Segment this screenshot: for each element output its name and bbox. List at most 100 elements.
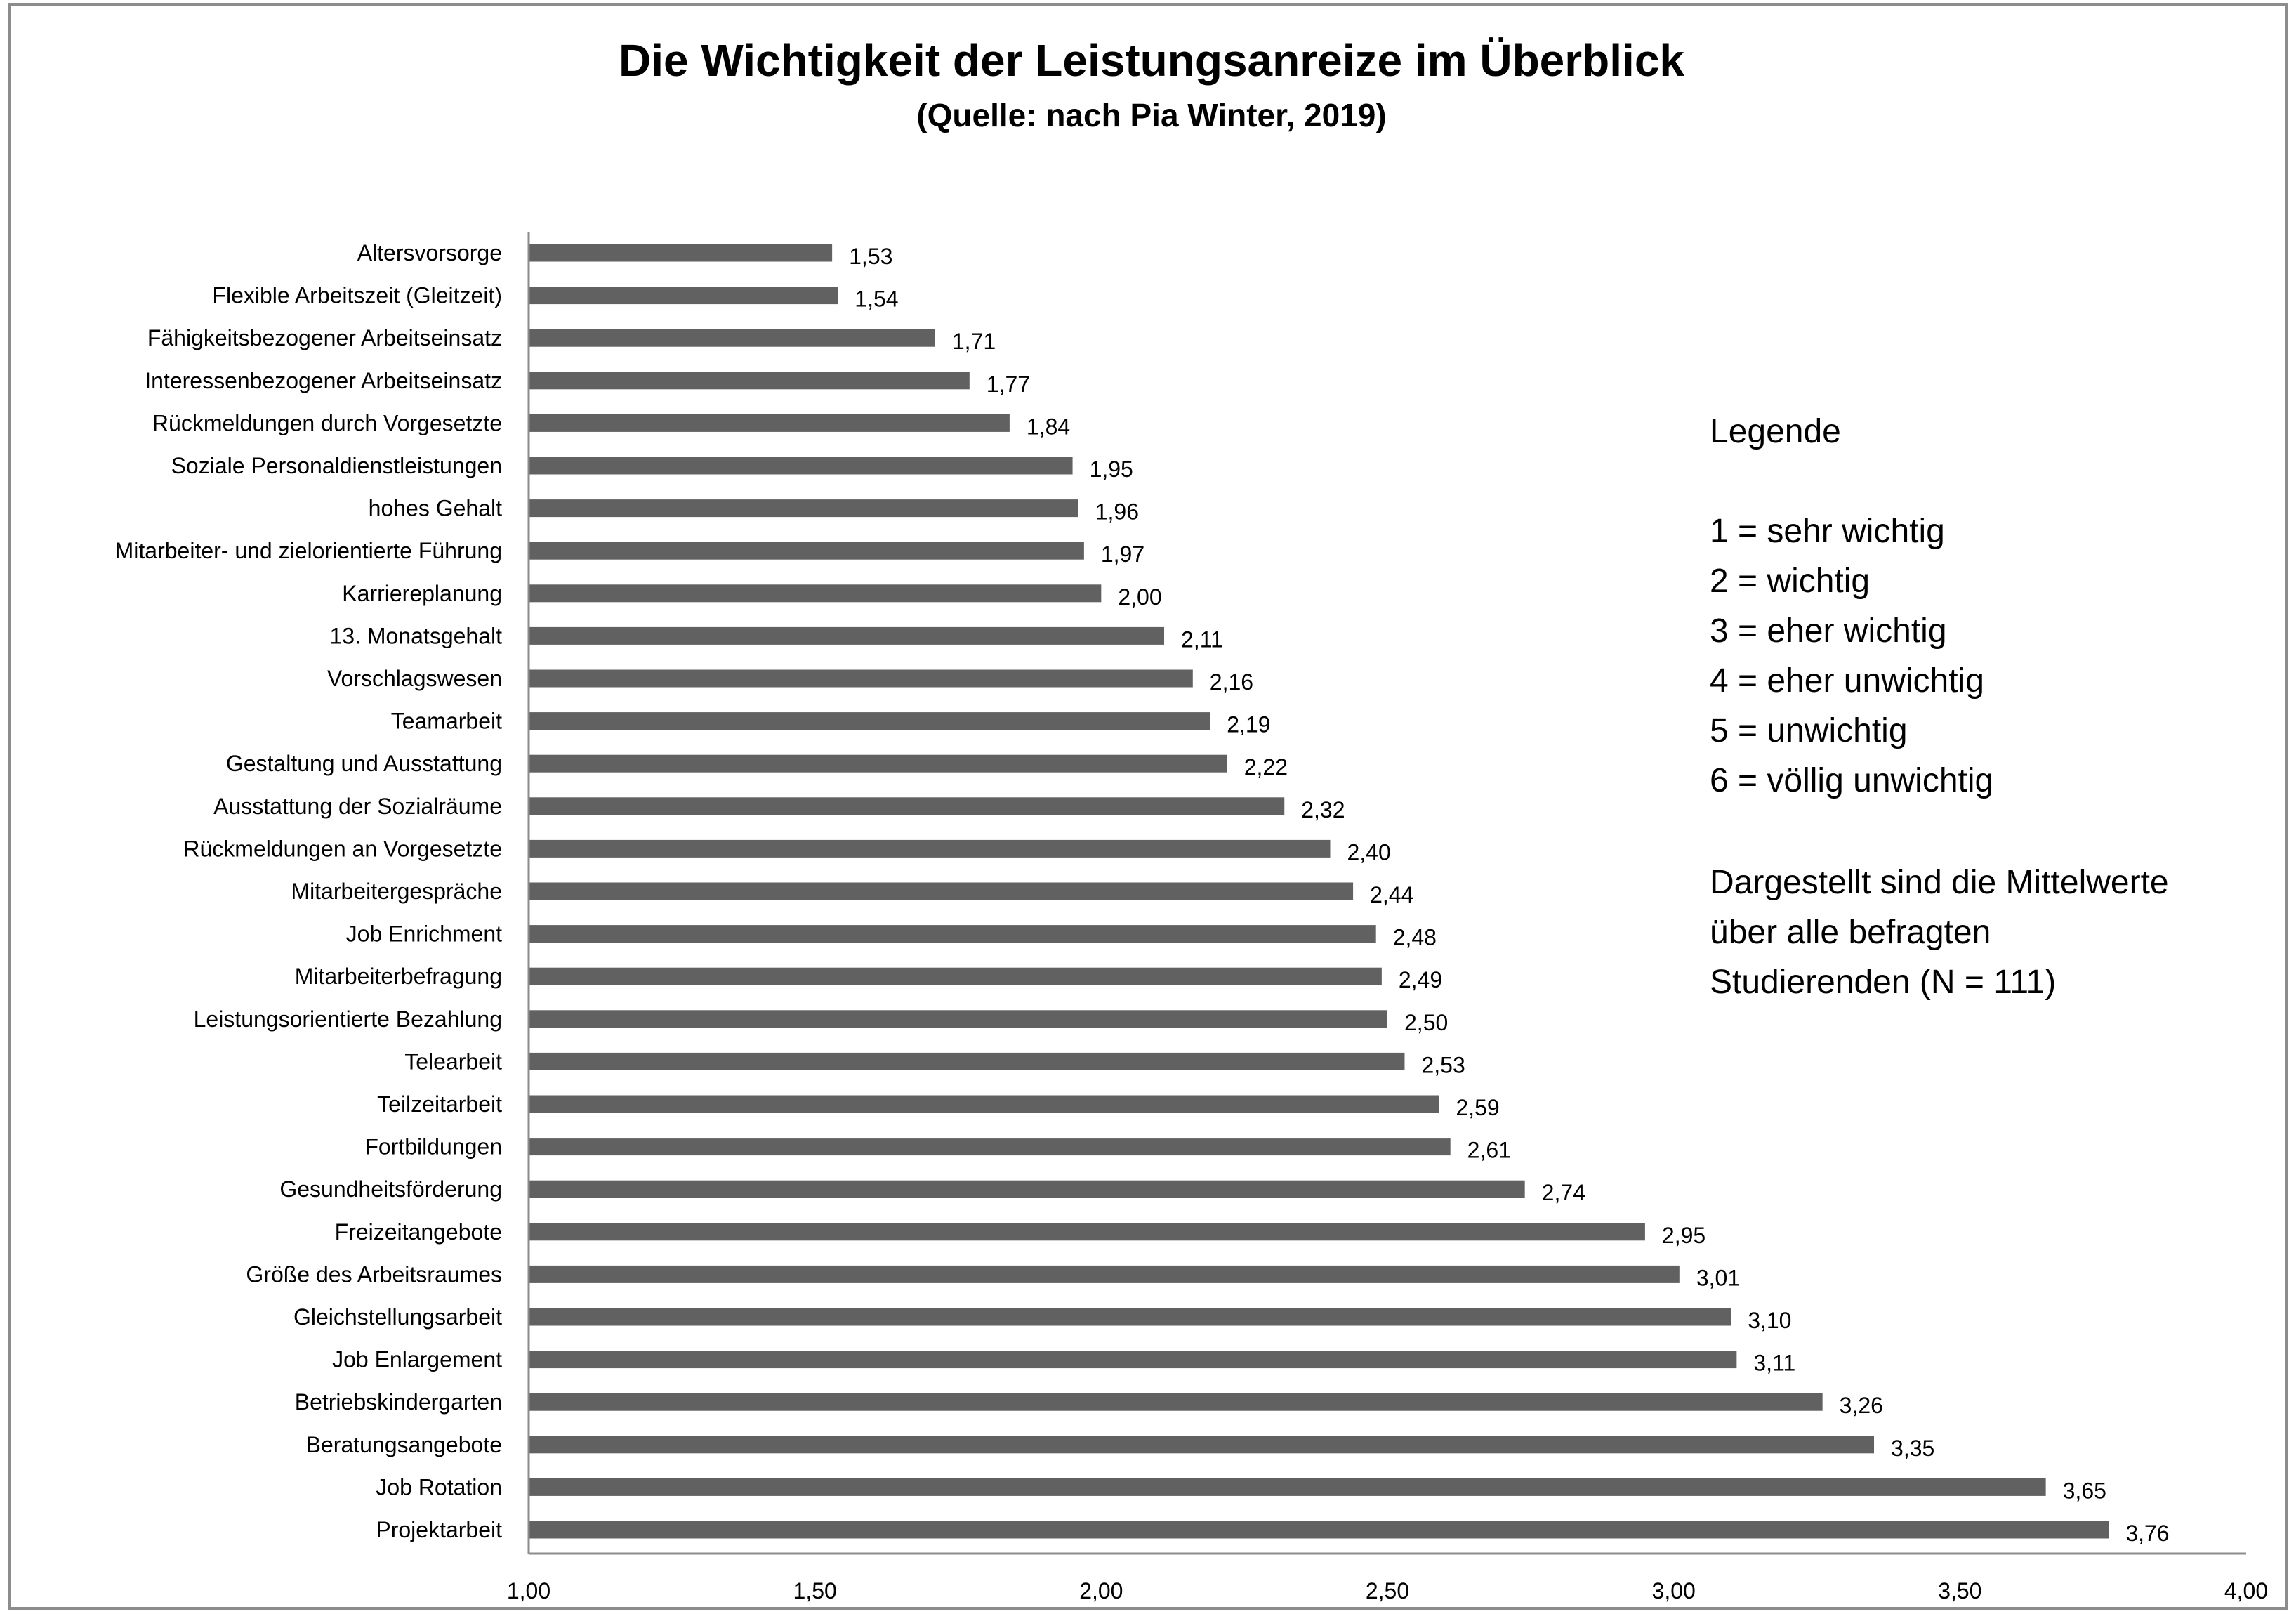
category-label: Fähigkeitsbezogener Arbeitseinsatz [147,325,502,350]
bar [529,1351,1737,1369]
category-label: Mitarbeiterbefragung [295,964,502,989]
bar [529,542,1084,560]
data-label: 3,11 [1753,1351,1795,1376]
bar [529,414,1010,432]
bar [529,712,1210,730]
category-label: Karriereplanung [342,581,502,606]
bar [529,1521,2109,1539]
data-label: 2,50 [1404,1010,1448,1035]
category-label: Gleichstellungsarbeit [293,1304,502,1330]
data-label: 3,01 [1696,1265,1740,1290]
category-label: Fortbildungen [364,1134,502,1160]
data-label: 3,76 [2125,1521,2169,1546]
data-label: 2,16 [1210,669,1253,695]
category-label: 13. Monatsgehalt [330,623,503,648]
category-label: Mitarbeiter- und zielorientierte Führung [115,538,502,563]
legend-note: Dargestellt sind die Mittelwerte [1710,864,2169,901]
data-label: 1,77 [987,372,1030,397]
bar [529,499,1078,518]
data-label: 2,53 [1421,1052,1465,1077]
data-label: 2,19 [1227,712,1270,737]
data-label: 2,61 [1467,1138,1511,1163]
bar [529,1223,1645,1241]
bar [529,1010,1387,1028]
data-label: 2,95 [1662,1223,1705,1248]
bar [529,1308,1731,1326]
bar [529,967,1382,985]
bar [529,244,833,262]
data-label: 2,44 [1370,882,1413,907]
bar [529,1095,1439,1113]
category-label: Rückmeldungen an Vorgesetzte [183,836,502,861]
category-label: Gesundheitsförderung [279,1176,502,1202]
bar [529,1265,1680,1283]
data-label: 3,65 [2063,1478,2106,1503]
data-label: 2,40 [1347,839,1390,865]
bar [529,754,1227,773]
category-label: hohes Gehalt [369,496,502,521]
x-tick-label: 1,00 [507,1578,550,1603]
data-label: 2,11 [1181,626,1223,652]
category-label: Flexible Arbeitszeit (Gleitzeit) [212,283,502,308]
x-tick-label: 3,00 [1652,1578,1696,1603]
data-label: 2,59 [1456,1095,1499,1120]
data-label: 1,54 [855,287,898,312]
legend-note: über alle befragten [1710,914,1991,951]
x-tick-label: 4,00 [2224,1578,2268,1603]
data-label: 3,10 [1748,1308,1791,1333]
bar [529,797,1285,815]
category-label: Gestaltung und Ausstattung [226,751,502,776]
data-label: 2,00 [1118,584,1161,610]
data-label: 3,26 [1840,1393,1883,1418]
bar [529,1180,1525,1198]
data-label: 2,74 [1542,1180,1585,1205]
legend-item: 5 = unwichtig [1710,712,1908,749]
plot-area: Altersvorsorge 1,53 Flexible Arbeitszeit (… [115,232,2268,1603]
category-label: Job Rotation [376,1474,502,1500]
bar [529,925,1376,943]
category-label: Projektarbeit [376,1517,502,1542]
bar [529,372,970,390]
bar [529,1393,1823,1411]
data-label: 2,22 [1244,754,1288,780]
bar [529,1478,2046,1496]
category-label: Ausstattung der Sozialräume [213,794,502,819]
bar [529,584,1102,603]
category-label: Telearbeit [404,1049,502,1074]
legend-item: 6 = völlig unwichtig [1710,762,1993,799]
category-label: Beratungsangebote [306,1432,502,1457]
data-label: 3,35 [1891,1436,1934,1461]
data-label: 2,48 [1393,925,1437,950]
legend-note: Studierenden (N = 111) [1710,964,2056,1001]
legend-item: 3 = eher wichtig [1710,612,1947,650]
category-label: Freizeitangebote [335,1219,502,1245]
bar [529,626,1165,645]
legend-item: 1 = sehr wichtig [1710,513,1945,550]
data-label: 1,71 [952,329,996,354]
category-label: Rückmeldungen durch Vorgesetzte [152,410,502,435]
chart-subtitle: (Quelle: nach Pia Winter, 2019) [916,97,1386,133]
category-label: Job Enrichment [346,921,502,947]
x-tick-label: 1,50 [793,1578,837,1603]
category-label: Betriebskindergarten [295,1389,502,1415]
bar [529,669,1193,688]
bar [529,457,1073,475]
legend-heading: Legende [1710,413,1841,450]
data-label: 1,95 [1090,457,1133,482]
data-label: 1,53 [849,244,892,269]
category-label: Mitarbeitergespräche [291,879,502,904]
bar [529,1436,1875,1454]
category-label: Altersvorsorge [357,240,502,265]
x-tick-label: 2,00 [1079,1578,1123,1603]
category-label: Teilzeitarbeit [377,1091,502,1117]
category-label: Interessenbezogener Arbeitseinsatz [145,368,502,393]
category-label: Vorschlagswesen [327,666,502,691]
category-label: Soziale Personaldienstleistungen [171,453,502,478]
bar [529,1052,1405,1070]
bar [529,839,1331,858]
bar [529,329,935,347]
category-label: Leistungsorientierte Bezahlung [194,1006,502,1032]
bar [529,287,838,305]
x-tick-label: 2,50 [1366,1578,1409,1603]
